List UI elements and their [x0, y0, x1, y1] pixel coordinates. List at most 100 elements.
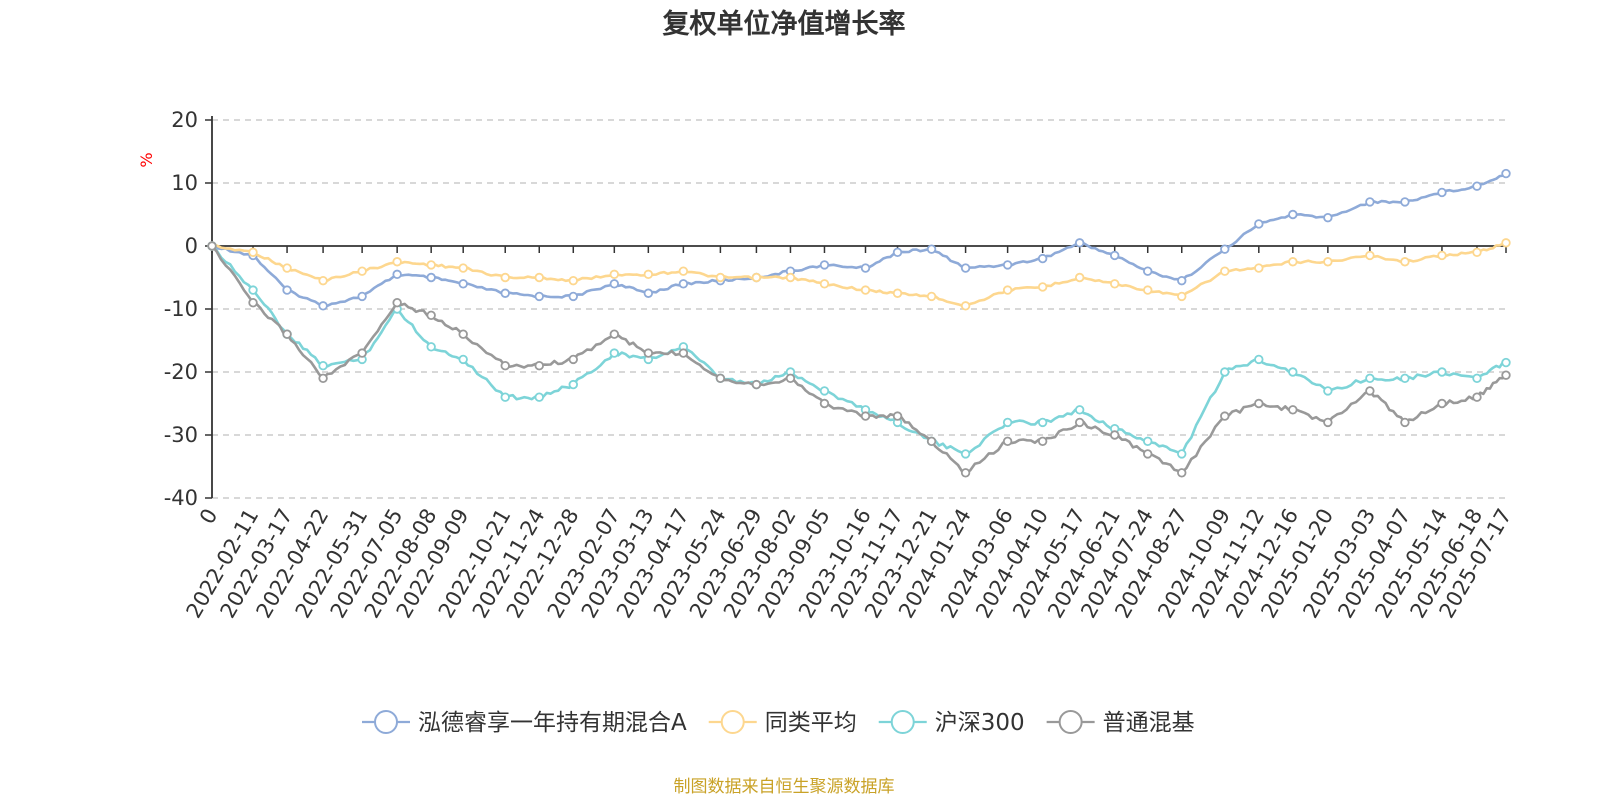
data-point	[1288, 367, 1298, 377]
data-point	[715, 373, 726, 383]
data-point	[568, 291, 578, 302]
grid-lines	[212, 119, 1506, 499]
y-tick-label: -10	[164, 297, 198, 321]
data-point	[1437, 367, 1447, 377]
data-point	[1074, 417, 1085, 428]
data-point	[960, 449, 971, 459]
data-point	[318, 361, 328, 371]
data-point	[1177, 449, 1187, 459]
legend-label: 沪深300	[935, 710, 1025, 736]
data-point	[500, 288, 510, 298]
data-point	[1109, 430, 1120, 440]
x-tick-label: 0	[195, 505, 222, 529]
data-point	[534, 291, 544, 302]
y-tick-label: 0	[185, 234, 198, 258]
axes	[211, 116, 1506, 498]
data-point	[1437, 398, 1447, 409]
data-point	[500, 272, 510, 283]
data-point	[426, 310, 436, 320]
data-point	[392, 257, 402, 267]
data-point	[392, 269, 402, 280]
data-point	[1365, 373, 1375, 383]
legend-item[interactable]: 同类平均	[708, 710, 857, 736]
data-point	[1002, 260, 1013, 270]
legend-marker	[890, 710, 915, 734]
data-point	[609, 329, 620, 339]
y-tick-label: -40	[164, 486, 198, 510]
data-point	[357, 291, 367, 302]
series-lines	[207, 168, 1511, 478]
source-note: 制图数据来自恒生聚源数据库	[674, 777, 895, 797]
data-point	[357, 348, 367, 358]
data-point	[1323, 386, 1333, 396]
data-point	[1177, 291, 1187, 302]
data-point	[282, 285, 292, 295]
data-point	[1288, 405, 1298, 415]
data-point	[248, 247, 258, 257]
y-tick-label: -30	[164, 423, 198, 447]
data-point	[1400, 257, 1410, 267]
data-point	[926, 436, 937, 446]
legend-marker	[1058, 710, 1083, 734]
data-point	[1288, 257, 1298, 267]
data-point	[819, 386, 830, 396]
data-point	[318, 301, 328, 311]
legend-item[interactable]: 泓德睿享一年持有期混合A	[362, 710, 687, 736]
legend-marker	[720, 710, 745, 734]
data-point	[860, 285, 871, 295]
data-point	[534, 392, 544, 402]
data-point	[926, 291, 937, 302]
data-point	[1472, 181, 1482, 191]
data-point	[1002, 436, 1013, 446]
data-point	[926, 244, 937, 254]
series-line	[211, 245, 1507, 475]
y-axis-ticks: 20 10 0 -10 -20 -30 -40	[164, 108, 212, 510]
data-point	[1254, 398, 1264, 409]
legend-item[interactable]: 普通混基	[1046, 710, 1195, 736]
data-point	[751, 379, 762, 390]
data-point	[1323, 257, 1333, 267]
y-tick-label: 20	[171, 108, 198, 132]
data-point	[1220, 266, 1230, 276]
data-point	[534, 272, 544, 283]
data-point	[678, 266, 689, 276]
data-point	[1143, 266, 1153, 276]
data-point	[1074, 405, 1085, 415]
data-point	[1365, 250, 1375, 261]
data-point	[1254, 354, 1264, 365]
data-point	[500, 361, 510, 371]
data-point	[458, 329, 468, 339]
data-point	[892, 411, 903, 421]
data-point	[960, 263, 971, 273]
data-point	[1037, 282, 1048, 292]
data-point	[643, 288, 654, 298]
data-point	[1472, 392, 1482, 402]
data-point	[892, 288, 903, 298]
data-point	[609, 279, 620, 289]
data-point	[1288, 209, 1298, 220]
data-point	[785, 373, 796, 383]
data-point	[207, 241, 217, 251]
legend-item[interactable]: 沪深300	[878, 710, 1025, 736]
data-point	[1437, 250, 1447, 261]
data-point	[248, 298, 258, 308]
data-point	[1177, 275, 1187, 286]
data-point	[892, 247, 903, 257]
data-point	[1037, 436, 1048, 446]
data-point	[1220, 244, 1230, 254]
data-point	[568, 354, 578, 365]
data-point	[1400, 373, 1410, 383]
data-point	[1002, 285, 1013, 295]
data-point	[643, 269, 654, 280]
legend-marker	[374, 710, 398, 734]
chart-title: 复权单位净值增长率	[663, 8, 906, 40]
data-point	[568, 379, 578, 390]
data-point	[860, 263, 871, 273]
data-point	[1037, 253, 1048, 264]
data-point	[1472, 247, 1482, 257]
data-point	[318, 275, 328, 286]
data-point	[392, 298, 402, 308]
data-point	[819, 398, 830, 409]
data-point	[357, 266, 367, 276]
